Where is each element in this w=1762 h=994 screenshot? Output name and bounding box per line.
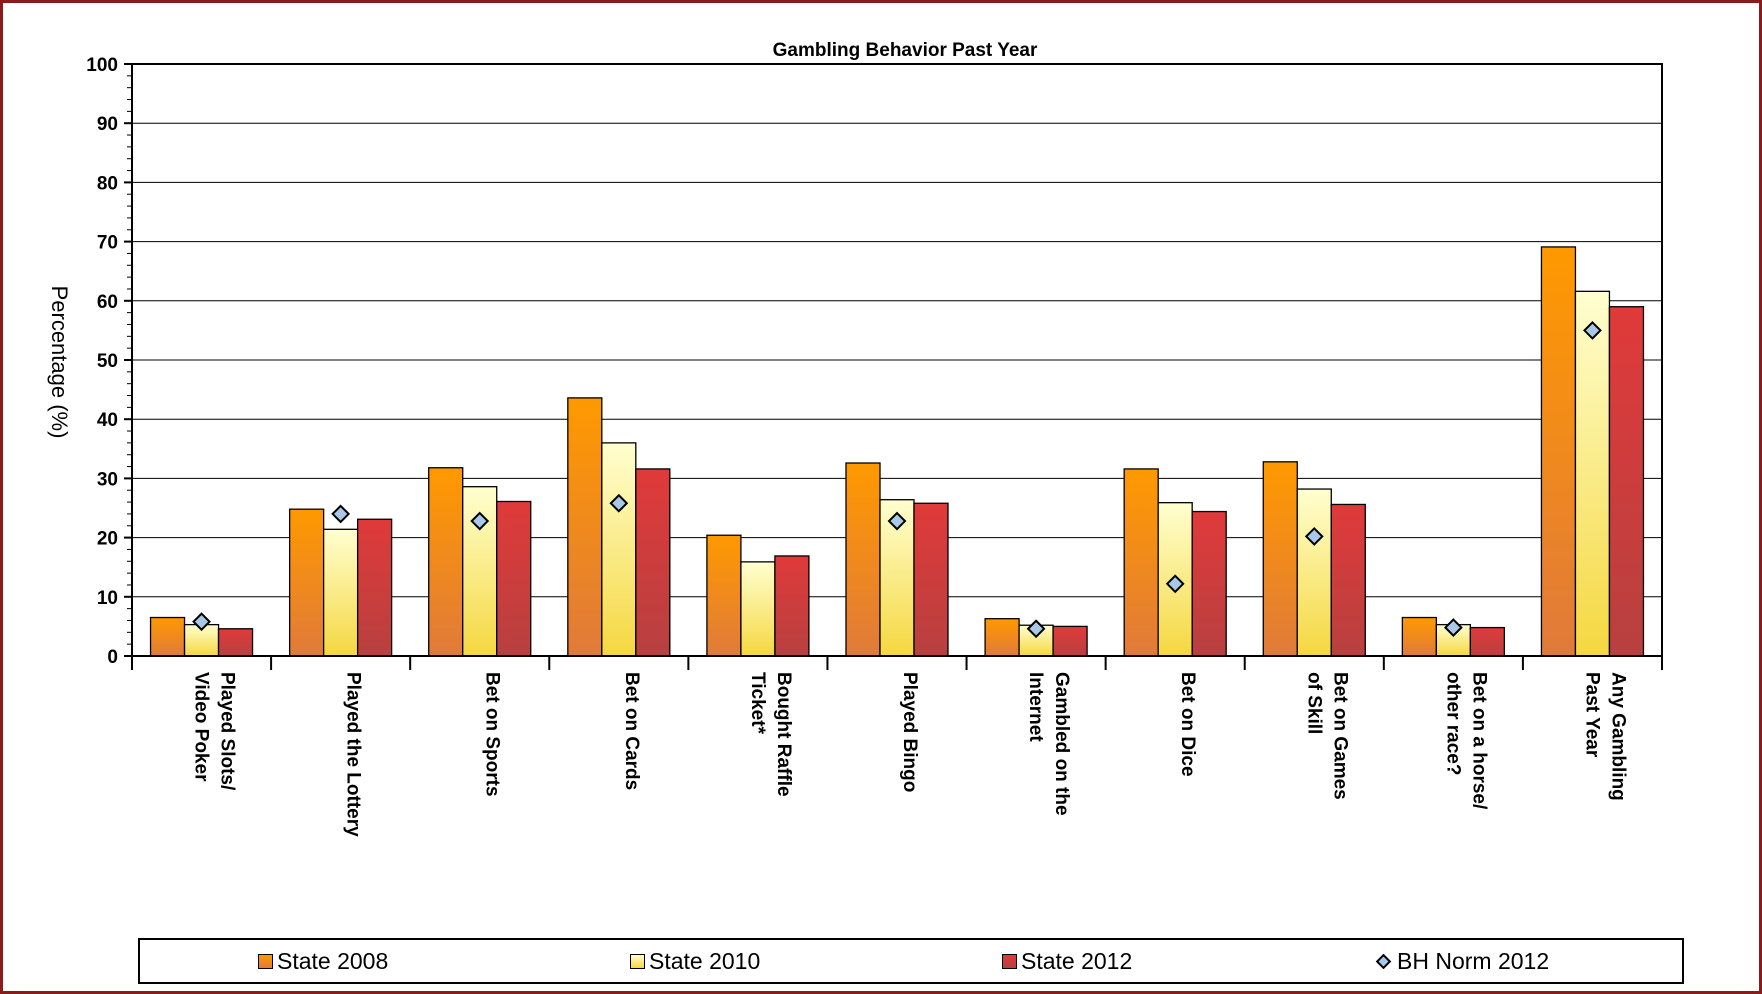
chart-title: Gambling Behavior Past Year bbox=[773, 40, 1038, 61]
x-category-label: other race? bbox=[1442, 672, 1463, 775]
y-tick-label: 30 bbox=[97, 469, 118, 490]
legend-item-state-2010: State 2010 bbox=[630, 940, 760, 982]
y-axis-title: Percentage (%) bbox=[47, 286, 72, 439]
marker-bh-norm-2012 bbox=[192, 612, 211, 632]
legend: State 2008 State 2010 State 2012 BH Norm… bbox=[138, 938, 1684, 984]
legend-item-state-2008: State 2008 bbox=[258, 940, 388, 982]
bar-state-2010 bbox=[601, 442, 637, 657]
bar-state-2012 bbox=[913, 502, 949, 657]
bar-state-2008 bbox=[1262, 461, 1298, 657]
bar-state-2012 bbox=[1330, 503, 1366, 657]
y-tick-label: 50 bbox=[97, 351, 118, 372]
x-category-label: Internet bbox=[1025, 672, 1046, 742]
y-tick-label: 90 bbox=[97, 114, 118, 135]
bar-state-2008 bbox=[984, 618, 1020, 657]
marker-bh-norm-2012 bbox=[1583, 320, 1602, 340]
marker-bh-norm-2012 bbox=[1443, 618, 1463, 637]
bars bbox=[149, 246, 1645, 657]
legend-item-bh-norm-2012: BH Norm 2012 bbox=[1374, 940, 1549, 982]
y-tick-label: 60 bbox=[97, 292, 118, 313]
legend-label-state-2012: State 2012 bbox=[1021, 947, 1133, 974]
x-category-label: Played Bingo bbox=[899, 672, 920, 792]
legend-item-state-2012: State 2012 bbox=[1002, 940, 1132, 982]
x-category-label: Bet on Cards bbox=[621, 672, 642, 790]
bar-state-2008 bbox=[1123, 468, 1159, 657]
marker-bh-norm-2012 bbox=[887, 511, 907, 531]
bar-state-2010 bbox=[740, 561, 776, 657]
y-tick-label: 80 bbox=[97, 173, 118, 194]
bar-state-2008 bbox=[149, 616, 186, 657]
legend-diamond-icon bbox=[1375, 953, 1392, 969]
marker-bh-norm-2012 bbox=[1304, 527, 1324, 546]
bar-state-2010 bbox=[1296, 488, 1332, 657]
legend-label-bh-norm-2012: BH Norm 2012 bbox=[1397, 947, 1550, 974]
bar-state-2008 bbox=[845, 462, 881, 657]
y-tick-label: 10 bbox=[97, 588, 118, 609]
legend-swatch-state-2012 bbox=[1002, 953, 1017, 969]
marker-bh-norm-2012 bbox=[331, 504, 351, 524]
tick-labels: 0 10 20 30 40 50 60 70 80 90 100 Played Slots/Video… bbox=[86, 55, 1628, 837]
bar-state-2008 bbox=[706, 534, 742, 657]
bar-state-2008 bbox=[567, 397, 603, 657]
x-category-label: Past Year bbox=[1581, 672, 1602, 758]
bar-state-2010 bbox=[322, 528, 359, 657]
x-category-label: Bet on Dice bbox=[1177, 672, 1198, 777]
bar-state-2012 bbox=[635, 468, 671, 657]
bar-state-2008 bbox=[428, 467, 464, 657]
bar-state-2010 bbox=[1574, 290, 1611, 657]
x-category-label: Bought Raffle bbox=[773, 672, 794, 797]
x-category-label: Played the Lottery bbox=[343, 672, 364, 837]
marker-bh-norm-2012 bbox=[1026, 619, 1046, 639]
x-category-label: Video Poker bbox=[191, 672, 212, 782]
bar-state-2008 bbox=[288, 508, 325, 657]
marker-bh-norm-2012 bbox=[470, 511, 490, 531]
bar-state-2008 bbox=[1540, 246, 1577, 657]
legend-swatch-state-2010 bbox=[630, 953, 645, 969]
legend-label-state-2010: State 2010 bbox=[649, 947, 761, 974]
marker-bh-norm-2012 bbox=[609, 493, 629, 513]
x-category-label: Bet on Games bbox=[1329, 672, 1350, 800]
bar-state-2012 bbox=[356, 518, 393, 657]
bar-state-2012 bbox=[1469, 626, 1506, 657]
y-tick-label: 20 bbox=[97, 529, 118, 550]
markers bbox=[192, 320, 1602, 639]
x-category-label: Ticket* bbox=[747, 672, 768, 735]
bar-state-2012 bbox=[217, 628, 254, 657]
x-category-label: Any Gambling bbox=[1607, 672, 1628, 801]
x-category-label: of Skill bbox=[1303, 672, 1324, 734]
y-tick-label: 100 bbox=[86, 55, 118, 76]
bar-state-2008 bbox=[1401, 616, 1438, 657]
legend-label-state-2008: State 2008 bbox=[277, 947, 389, 974]
axes bbox=[124, 63, 1663, 670]
x-category-label: Bet on a horse/ bbox=[1468, 672, 1489, 810]
y-tick-label: 40 bbox=[97, 410, 118, 431]
marker-bh-norm-2012 bbox=[1165, 574, 1185, 594]
x-category-label: Bet on Sports bbox=[482, 672, 503, 797]
bar-state-2012 bbox=[774, 555, 810, 657]
bar-state-2012 bbox=[496, 500, 532, 657]
x-category-label: Gambled on the bbox=[1051, 672, 1072, 816]
bar-state-2012 bbox=[1608, 306, 1645, 657]
y-tick-label: 0 bbox=[107, 647, 118, 668]
bar-state-2012 bbox=[1052, 625, 1088, 657]
bar-state-2012 bbox=[1191, 510, 1227, 657]
x-category-label: Played Slots/ bbox=[217, 672, 238, 791]
legend-swatch-state-2008 bbox=[258, 953, 273, 969]
y-tick-label: 70 bbox=[97, 233, 118, 254]
